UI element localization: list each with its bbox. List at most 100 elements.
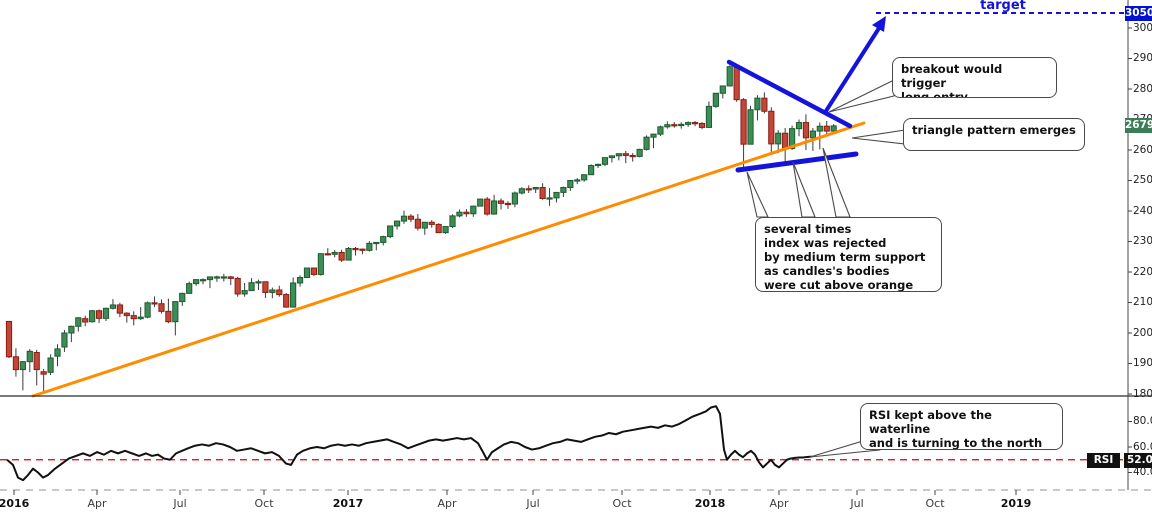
candle-up <box>636 148 643 157</box>
candle-up <box>477 198 484 207</box>
callout-pointer <box>828 79 895 113</box>
rsi-indicator-badge: RSI <box>1087 453 1120 468</box>
triangle-lower-line[interactable] <box>735 151 859 173</box>
candle-up <box>567 180 574 189</box>
candle-down <box>629 154 636 158</box>
candle-up <box>380 236 387 243</box>
candle-down <box>359 248 366 251</box>
candle-down <box>40 371 47 375</box>
candle-down <box>823 125 830 132</box>
candle-up <box>400 215 408 222</box>
candle-up <box>54 348 61 357</box>
triangle-upper-line[interactable] <box>726 59 853 129</box>
candle-down <box>123 312 130 317</box>
callout-breakout-entry[interactable]: breakout would trigger long entry <box>892 57 1057 98</box>
candle-up <box>830 125 837 132</box>
candle-up <box>47 357 54 373</box>
candle-up <box>726 66 733 87</box>
candle-up <box>26 350 33 363</box>
candle-up <box>581 174 588 181</box>
candle-up <box>456 211 463 217</box>
candle-down <box>782 132 789 149</box>
candle-down <box>504 202 512 206</box>
breakout-arrow[interactable] <box>824 23 883 113</box>
candle-up <box>816 125 823 132</box>
candle-up <box>255 281 262 284</box>
candle-down <box>130 315 137 320</box>
candle-up <box>102 307 110 319</box>
candle-down <box>82 318 89 323</box>
candle-up <box>608 155 616 159</box>
candle-up <box>809 130 816 139</box>
candle-up <box>89 310 96 323</box>
candle-up <box>775 132 782 145</box>
candle-down <box>116 304 123 314</box>
candle-up <box>553 191 560 199</box>
candle-down <box>428 221 435 225</box>
candle-down <box>463 211 470 215</box>
callout-text-line: several times <box>764 222 852 236</box>
candle-up <box>719 85 726 94</box>
candle-up <box>747 109 754 145</box>
candle-down <box>622 153 629 156</box>
candle-up <box>179 292 186 303</box>
candle-down <box>484 198 491 215</box>
candle-up <box>393 220 401 227</box>
candle-up <box>61 332 68 348</box>
target-annotation-label[interactable]: target <box>980 0 1026 13</box>
candle-down <box>165 310 172 323</box>
candle-up <box>144 302 151 318</box>
candle-up <box>678 123 685 127</box>
candle-up <box>421 221 428 229</box>
candle-up <box>518 188 525 194</box>
callout-text-line: and is turning to the north <box>869 436 1043 450</box>
candle-down <box>352 248 359 251</box>
candle-down <box>283 294 290 308</box>
candle-up <box>491 200 498 215</box>
candle-up <box>532 187 539 190</box>
candle-down <box>33 352 40 371</box>
callout-rsi-note[interactable]: RSI kept above the waterline and is turni… <box>860 403 1063 450</box>
medium-term-support-line[interactable] <box>31 121 866 398</box>
candle-down <box>768 110 775 145</box>
candle-up <box>269 289 276 293</box>
candle-down <box>12 356 20 371</box>
candle-down <box>234 277 241 295</box>
candle-down <box>802 122 810 139</box>
candle-up <box>643 136 650 150</box>
candle-up <box>345 248 352 261</box>
callout-text-line: as candles's bodies <box>764 264 890 278</box>
candle-up <box>657 126 664 135</box>
candle-up <box>290 282 297 308</box>
candle-down <box>497 200 505 204</box>
candle-down <box>414 218 421 229</box>
candle-up <box>511 192 518 205</box>
candle-up <box>574 179 581 182</box>
callout-text-line: RSI kept above the waterline <box>869 408 992 436</box>
candle-up <box>387 225 394 238</box>
callout-text-line: triangle pattern emerges <box>912 123 1076 137</box>
callout-support-rejections[interactable]: several times index was rejected by medium… <box>755 217 942 292</box>
candle-up <box>75 317 82 327</box>
candle-up <box>303 267 311 278</box>
candle-up <box>206 276 214 281</box>
candle-up <box>373 241 380 245</box>
candle-down <box>740 99 747 145</box>
target-price-badge: 3050 <box>1125 6 1152 21</box>
candle-up <box>68 325 75 334</box>
callout-triangle-pattern[interactable]: triangle pattern emerges <box>903 118 1085 151</box>
candle-up <box>186 283 193 294</box>
candle-up <box>685 122 692 125</box>
callout-text-line: long entry <box>901 90 968 98</box>
candle-down <box>227 276 234 279</box>
callout-text-line: index was rejected <box>764 236 887 250</box>
candle-up <box>296 276 304 284</box>
candle-up <box>546 197 553 200</box>
candle-down <box>733 66 740 101</box>
candle-down <box>276 289 283 296</box>
candle-up <box>172 301 179 323</box>
callout-text-line: by medium term support <box>764 250 926 264</box>
candle-down <box>158 303 165 312</box>
